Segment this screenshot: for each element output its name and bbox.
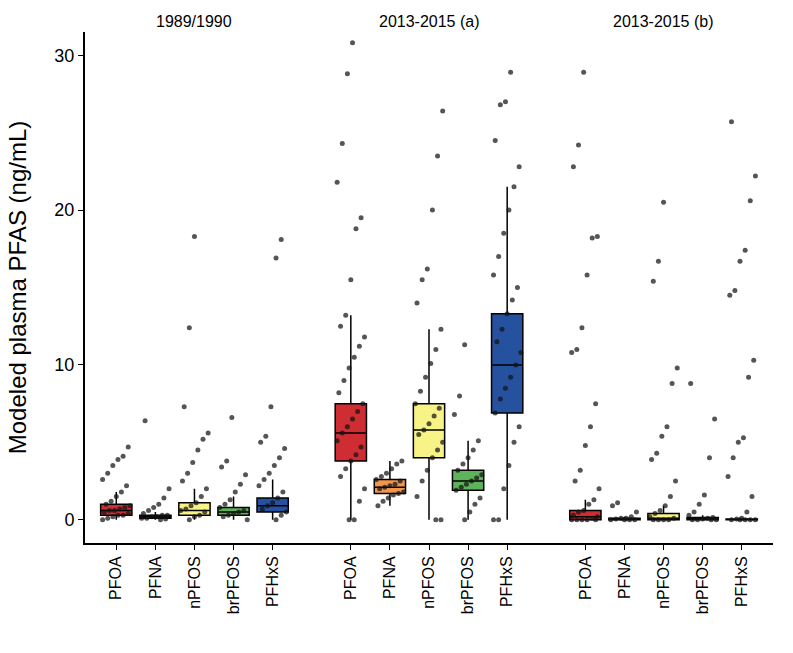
svg-text:PFNA: PFNA bbox=[616, 556, 633, 599]
svg-text:PFOA: PFOA bbox=[577, 556, 594, 600]
svg-text:2013-2015 (a): 2013-2015 (a) bbox=[379, 13, 480, 30]
svg-text:PFOA: PFOA bbox=[342, 556, 359, 600]
svg-text:2013-2015 (b): 2013-2015 (b) bbox=[613, 13, 714, 30]
svg-text:1989/1990: 1989/1990 bbox=[156, 13, 232, 30]
svg-text:30: 30 bbox=[54, 46, 74, 66]
svg-text:10: 10 bbox=[54, 355, 74, 375]
svg-text:nPFOS: nPFOS bbox=[420, 556, 437, 608]
svg-text:PFHxS: PFHxS bbox=[498, 556, 515, 607]
svg-text:brPFOS: brPFOS bbox=[225, 556, 242, 614]
svg-text:nPFOS: nPFOS bbox=[186, 556, 203, 608]
svg-text:PFNA: PFNA bbox=[381, 556, 398, 599]
svg-text:PFHxS: PFHxS bbox=[264, 556, 281, 607]
svg-text:brPFOS: brPFOS bbox=[459, 556, 476, 614]
svg-text:PFOA: PFOA bbox=[107, 556, 124, 600]
svg-text:0: 0 bbox=[64, 510, 74, 530]
svg-text:PFNA: PFNA bbox=[147, 556, 164, 599]
svg-text:Modeled plasma PFAS (ng/mL): Modeled plasma PFAS (ng/mL) bbox=[4, 121, 31, 454]
svg-text:nPFOS: nPFOS bbox=[655, 556, 672, 608]
svg-text:PFHxS: PFHxS bbox=[733, 556, 750, 607]
svg-text:brPFOS: brPFOS bbox=[694, 556, 711, 614]
svg-text:20: 20 bbox=[54, 200, 74, 220]
